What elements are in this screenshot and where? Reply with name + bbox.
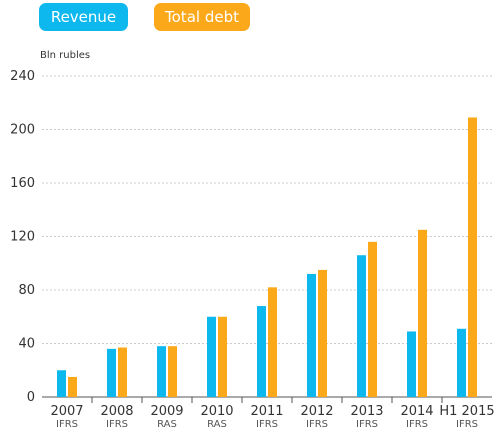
bar-total-debt bbox=[368, 241, 377, 397]
bar-total-debt bbox=[468, 117, 477, 398]
bar-total-debt bbox=[268, 287, 277, 397]
y-tick-label: 0 bbox=[27, 390, 35, 405]
x-tick-label: 2014 bbox=[400, 404, 433, 419]
x-tick-sublabel: RAS bbox=[207, 419, 227, 430]
bar-total-debt bbox=[318, 269, 327, 397]
x-tick-label: 2012 bbox=[300, 404, 333, 419]
bar-revenue bbox=[457, 328, 466, 397]
y-tick-label: 80 bbox=[18, 283, 35, 298]
bar-total-debt bbox=[168, 346, 177, 397]
y-tick-label: 40 bbox=[18, 337, 35, 352]
bar-revenue bbox=[107, 348, 116, 397]
bar-revenue bbox=[307, 273, 316, 397]
bar-total-debt bbox=[68, 376, 77, 397]
y-tick-label: 240 bbox=[10, 69, 35, 84]
legend-total-debt: Total debt bbox=[154, 3, 250, 31]
x-tick-label: 2008 bbox=[100, 404, 133, 419]
x-tick-label: 2011 bbox=[250, 404, 283, 419]
x-tick-label: 2007 bbox=[50, 404, 83, 419]
y-tick-label: 200 bbox=[10, 123, 35, 138]
x-tick-label: H1 2015 bbox=[439, 404, 494, 419]
x-tick-sublabel: IFRS bbox=[56, 419, 78, 430]
x-tick-sublabel: IFRS bbox=[406, 419, 428, 430]
x-tick-sublabel: IFRS bbox=[306, 419, 328, 430]
x-tick-sublabel: RAS bbox=[157, 419, 177, 430]
bar-revenue bbox=[57, 370, 66, 397]
bar-total-debt bbox=[418, 229, 427, 397]
bar-revenue bbox=[407, 331, 416, 397]
bar-revenue bbox=[257, 306, 266, 397]
x-tick-sublabel: IFRS bbox=[256, 419, 278, 430]
x-tick-sublabel: IFRS bbox=[106, 419, 128, 430]
bar-total-debt bbox=[218, 316, 227, 397]
x-tick-label: 2010 bbox=[200, 404, 233, 419]
x-tick-sublabel: IFRS bbox=[356, 419, 378, 430]
y-tick-label: 160 bbox=[10, 176, 35, 191]
y-tick-label: 120 bbox=[10, 230, 35, 245]
y-axis-label: Bln rubles bbox=[40, 50, 91, 61]
x-tick-label: 2009 bbox=[150, 404, 183, 419]
x-tick-label: 2013 bbox=[350, 404, 383, 419]
bar-revenue bbox=[357, 255, 366, 397]
bar-total-debt bbox=[118, 347, 127, 397]
legend-revenue: Revenue bbox=[39, 3, 128, 31]
bar-revenue bbox=[207, 316, 216, 397]
x-tick-sublabel: IFRS bbox=[456, 419, 478, 430]
bar-revenue bbox=[157, 346, 166, 397]
